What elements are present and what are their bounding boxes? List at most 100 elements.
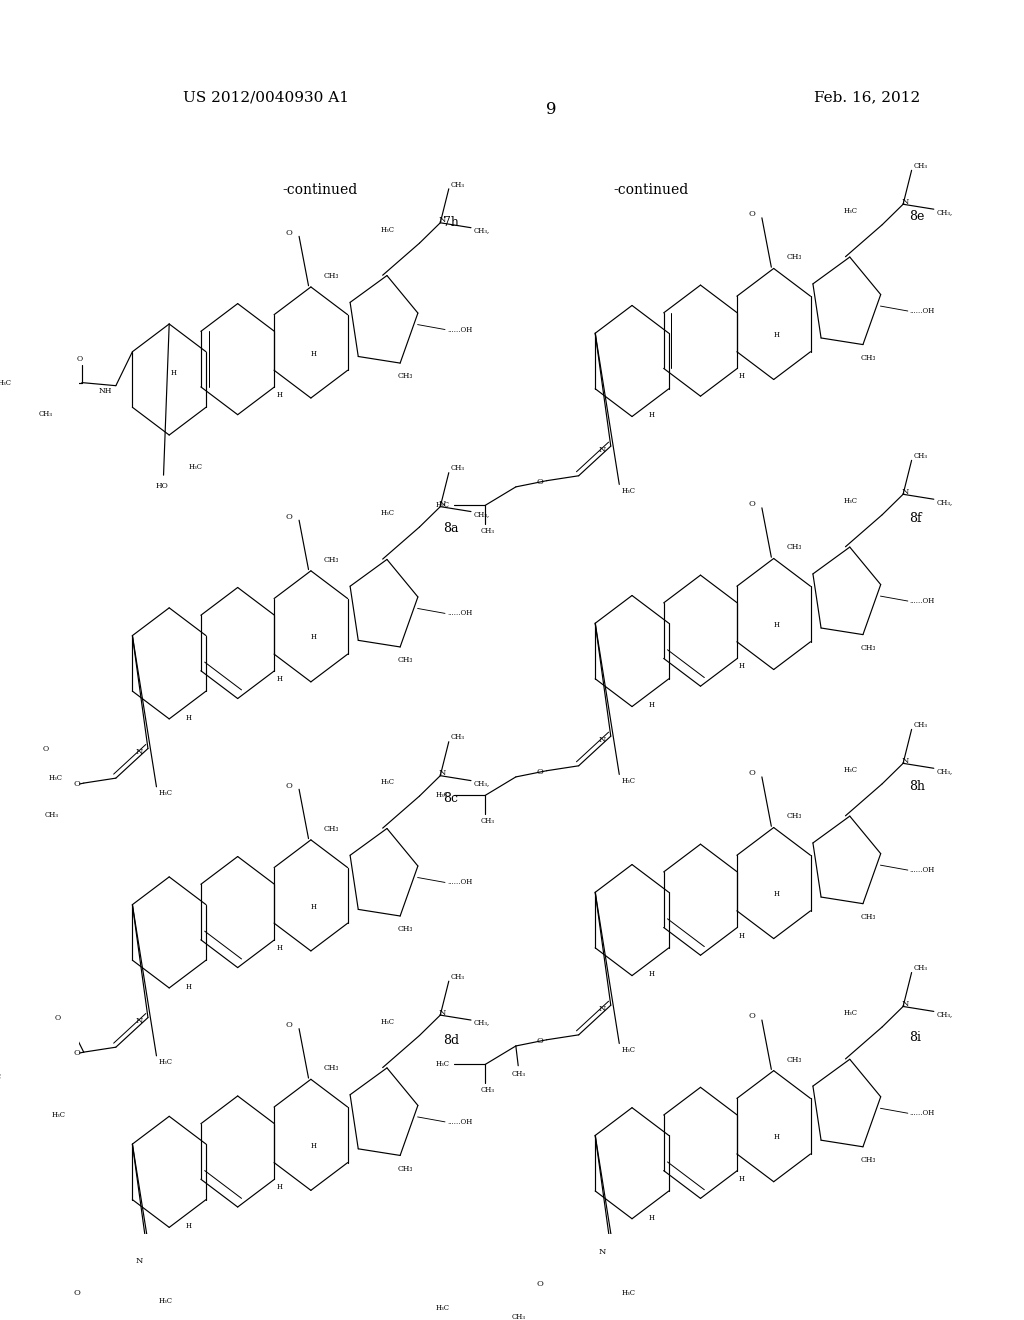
- Text: N: N: [438, 1008, 445, 1016]
- Text: H: H: [171, 370, 177, 378]
- Text: CH₃: CH₃: [786, 253, 802, 261]
- Text: N: N: [901, 488, 908, 496]
- Text: H₃C: H₃C: [436, 502, 450, 510]
- Text: H: H: [739, 372, 745, 380]
- Text: N: N: [599, 1249, 606, 1257]
- Text: H: H: [186, 982, 193, 991]
- Text: ......OH: ......OH: [909, 866, 935, 874]
- Text: US 2012/0040930 A1: US 2012/0040930 A1: [183, 90, 349, 104]
- Text: O: O: [77, 355, 83, 363]
- Text: ......OH: ......OH: [446, 878, 472, 887]
- Text: CH₃,: CH₃,: [936, 207, 952, 215]
- Text: H₃C: H₃C: [159, 1059, 172, 1067]
- Text: N: N: [599, 735, 606, 744]
- Text: CH₃: CH₃: [451, 465, 465, 473]
- Text: 8h: 8h: [908, 780, 925, 793]
- Text: CH₃: CH₃: [860, 1156, 876, 1164]
- Text: CH₃,: CH₃,: [473, 226, 489, 234]
- Text: CH₃: CH₃: [786, 1056, 802, 1064]
- Text: CH₃,: CH₃,: [473, 1019, 489, 1027]
- Text: H: H: [773, 331, 779, 339]
- Text: H: H: [773, 1134, 779, 1142]
- Text: H: H: [276, 1183, 283, 1191]
- Text: H: H: [276, 675, 283, 682]
- Text: ......OH: ......OH: [446, 1118, 472, 1126]
- Text: H: H: [276, 944, 283, 952]
- Text: 8e: 8e: [908, 210, 924, 223]
- Text: H₃C: H₃C: [844, 207, 858, 215]
- Text: H₃C: H₃C: [622, 1045, 635, 1053]
- Text: CH₃: CH₃: [913, 964, 928, 973]
- Text: O: O: [286, 512, 293, 520]
- Text: H₃C: H₃C: [159, 789, 172, 797]
- Text: H₃C: H₃C: [622, 487, 635, 495]
- Text: CH₃: CH₃: [860, 913, 876, 921]
- Text: CH₃: CH₃: [397, 656, 413, 664]
- Text: CH₃: CH₃: [451, 973, 465, 981]
- Text: CH₃: CH₃: [397, 1164, 413, 1172]
- Text: H₃C: H₃C: [844, 766, 858, 774]
- Text: H: H: [186, 1222, 193, 1230]
- Text: H: H: [310, 903, 316, 911]
- Text: H₃C: H₃C: [159, 1298, 172, 1305]
- Text: ......OH: ......OH: [446, 610, 472, 618]
- Text: O: O: [286, 228, 293, 236]
- Text: N: N: [136, 1018, 143, 1026]
- Text: H₃C: H₃C: [436, 1060, 450, 1068]
- Text: CH₃,: CH₃,: [473, 779, 489, 787]
- Text: 8a: 8a: [443, 521, 459, 535]
- Text: CH₃: CH₃: [511, 1313, 525, 1320]
- Text: Feb. 16, 2012: Feb. 16, 2012: [814, 90, 921, 104]
- Text: H₃C: H₃C: [436, 792, 450, 800]
- Text: O: O: [286, 781, 293, 789]
- Text: H₃C: H₃C: [381, 510, 395, 517]
- Text: O: O: [537, 1280, 544, 1288]
- Text: H₃C: H₃C: [844, 1010, 858, 1018]
- Text: ......OH: ......OH: [909, 1109, 935, 1117]
- Text: N: N: [438, 770, 445, 777]
- Text: N: N: [901, 1001, 908, 1008]
- Text: 8f: 8f: [908, 512, 922, 525]
- Text: O: O: [749, 770, 756, 777]
- Text: H₃C: H₃C: [0, 379, 11, 387]
- Text: H₃C: H₃C: [381, 779, 395, 787]
- Text: N: N: [136, 1257, 143, 1265]
- Text: O: O: [749, 210, 756, 218]
- Text: CH₃: CH₃: [511, 1069, 525, 1077]
- Text: H: H: [649, 970, 655, 978]
- Text: CH₃: CH₃: [913, 721, 928, 729]
- Text: N: N: [438, 500, 445, 508]
- Text: H₃C: H₃C: [381, 226, 395, 234]
- Text: HO: HO: [156, 482, 169, 490]
- Text: O: O: [74, 780, 81, 788]
- Text: CH₃: CH₃: [397, 372, 413, 380]
- Text: CH₃: CH₃: [786, 812, 802, 821]
- Text: O: O: [43, 744, 49, 752]
- Text: H: H: [773, 622, 779, 630]
- Text: H₃C: H₃C: [844, 498, 858, 506]
- Text: O: O: [74, 1288, 81, 1296]
- Text: NH: NH: [98, 387, 112, 395]
- Text: H: H: [739, 1175, 745, 1183]
- Text: H: H: [739, 663, 745, 671]
- Text: CH₃: CH₃: [325, 825, 340, 833]
- Text: CH₃,: CH₃,: [936, 1010, 952, 1018]
- Text: H: H: [186, 714, 193, 722]
- Text: CH₃: CH₃: [45, 812, 59, 820]
- Text: CH₃,: CH₃,: [473, 510, 489, 517]
- Text: H₃C: H₃C: [189, 463, 203, 471]
- Text: H: H: [310, 350, 316, 358]
- Text: CH₃: CH₃: [860, 644, 876, 652]
- Text: CH₃: CH₃: [480, 1086, 495, 1094]
- Text: CH₃: CH₃: [786, 544, 802, 552]
- Text: O: O: [537, 1038, 544, 1045]
- Text: N: N: [599, 1005, 606, 1012]
- Text: O: O: [537, 478, 544, 486]
- Text: O: O: [54, 1014, 60, 1022]
- Text: H: H: [649, 701, 655, 709]
- Text: 8i: 8i: [908, 1031, 921, 1044]
- Text: H₃C: H₃C: [49, 774, 62, 781]
- Text: N: N: [901, 198, 908, 206]
- Text: ......OH: ......OH: [909, 597, 935, 605]
- Text: CH₃: CH₃: [480, 527, 495, 536]
